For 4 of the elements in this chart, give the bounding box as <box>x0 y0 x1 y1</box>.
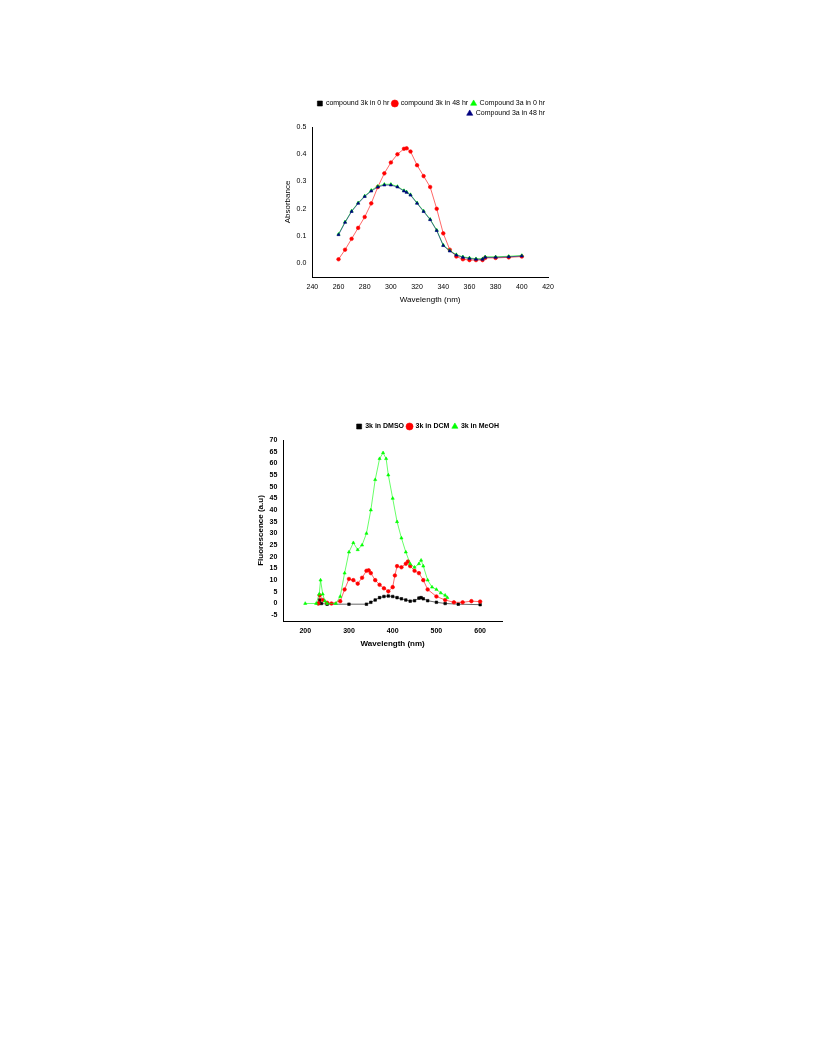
x-axis-title: Wavelength (nm) <box>360 639 426 649</box>
y-axis-title: Fluorescence (a.u) <box>256 494 265 566</box>
x-axis-title: Wavelength (nm) <box>399 295 461 305</box>
y-axis-title: Absorbance <box>283 180 292 224</box>
